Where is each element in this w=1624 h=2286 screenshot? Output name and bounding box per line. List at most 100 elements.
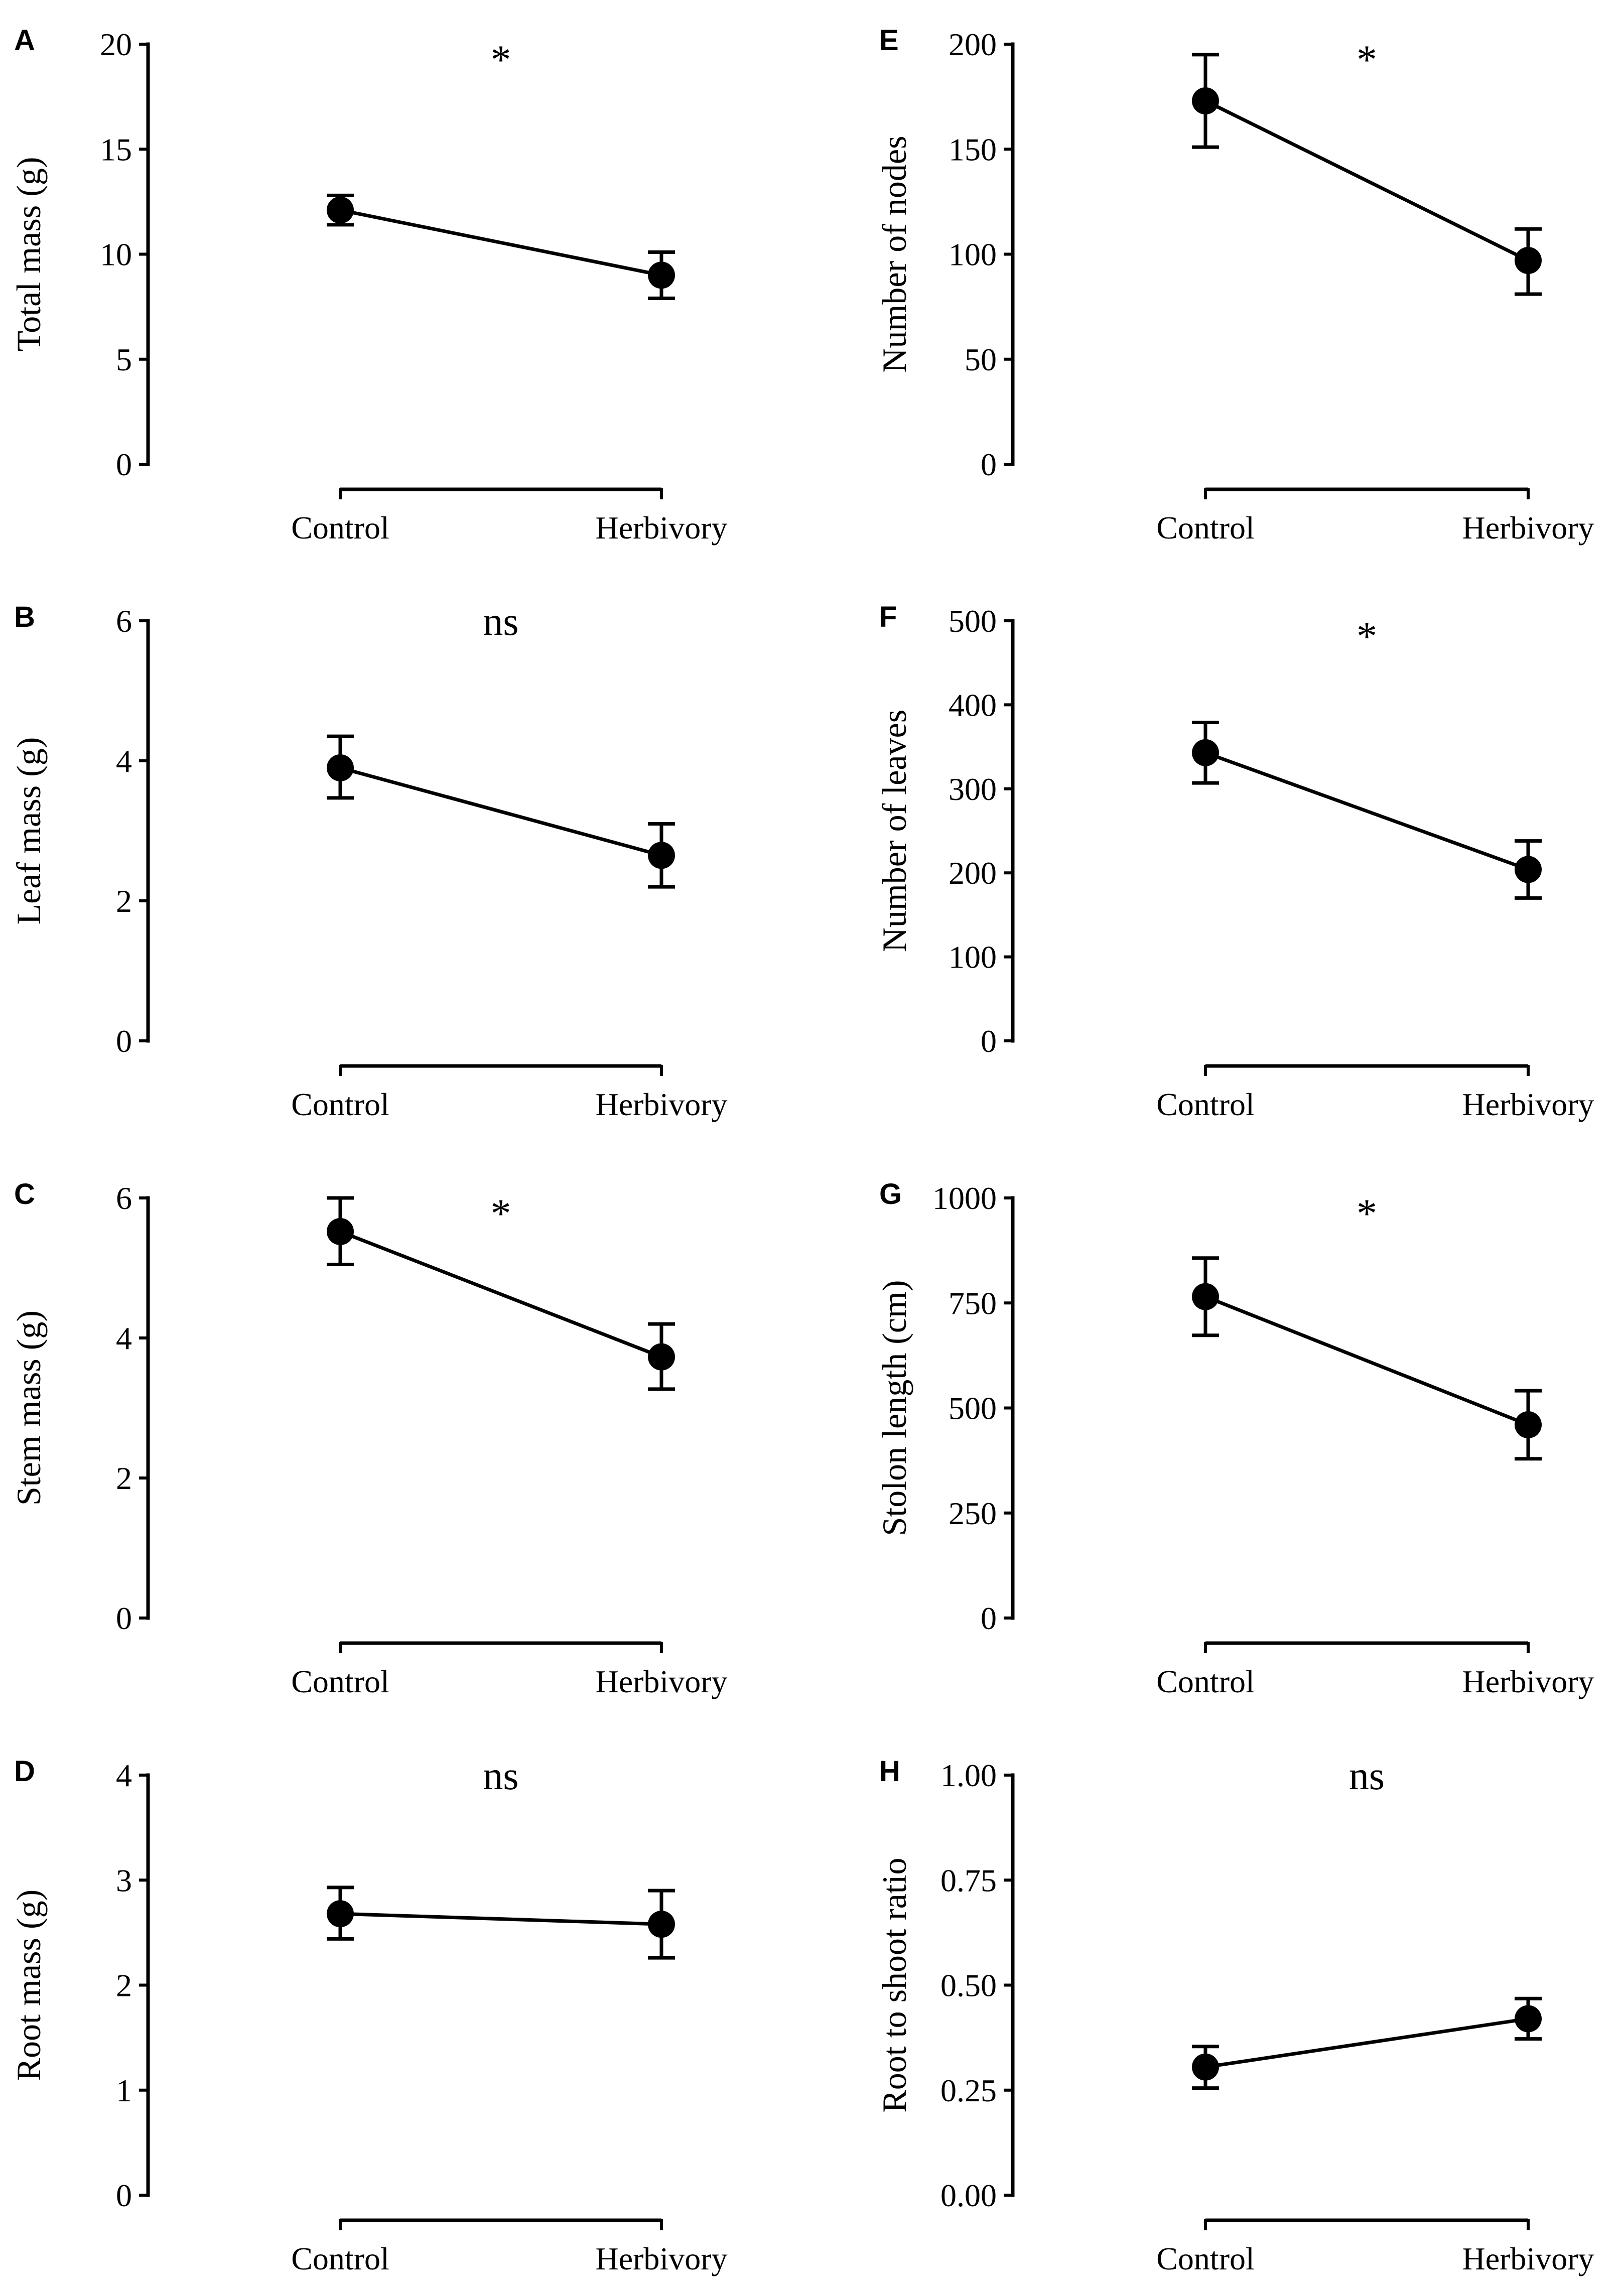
panel-letter-e: E bbox=[879, 24, 899, 57]
significance-label: ns bbox=[1349, 1754, 1385, 1798]
y-tick-label: 750 bbox=[949, 1285, 997, 1321]
panel-b: B 0 2 4 6 Leaf mass (g) Control Herbivory ns bbox=[10, 600, 728, 1122]
y-tick-label: 1 bbox=[116, 2073, 132, 2108]
y-axis-title: Number of nodes bbox=[875, 136, 913, 372]
data-point-control bbox=[1192, 1283, 1219, 1310]
y-tick-label: 50 bbox=[965, 342, 997, 377]
data-point-control bbox=[1192, 739, 1219, 766]
x-tick-label: Herbivory bbox=[1462, 1664, 1594, 1699]
data-point-control bbox=[327, 196, 354, 224]
y-tick-label: 3 bbox=[116, 1862, 132, 1898]
y-tick-label: 4 bbox=[116, 1758, 132, 1793]
panel-h: H 0.00 0.25 0.50 0.75 1.00 Root to shoot ratio… bbox=[875, 1754, 1594, 2276]
y-tick-label: 0 bbox=[116, 1023, 132, 1059]
x-tick-label: Herbivory bbox=[595, 1087, 727, 1122]
x-tick-label: Herbivory bbox=[1462, 1087, 1594, 1122]
x-tick-label: Herbivory bbox=[1462, 2241, 1594, 2276]
significance-label: ns bbox=[483, 1754, 518, 1798]
data-point-herbivory bbox=[1515, 247, 1542, 275]
panel-letter-b: B bbox=[14, 601, 35, 633]
series-line bbox=[1204, 751, 1529, 871]
series-line bbox=[339, 1230, 662, 1359]
y-tick-label: 0.00 bbox=[940, 2178, 997, 2213]
y-axis-title: Root mass (g) bbox=[10, 1890, 48, 2081]
data-point-control bbox=[327, 754, 354, 781]
y-tick-label: 2 bbox=[116, 1460, 132, 1496]
y-tick-label: 150 bbox=[949, 131, 997, 167]
panel-letter-f: F bbox=[879, 601, 897, 633]
y-axis-title: Number of leaves bbox=[875, 710, 913, 952]
y-tick-label: 6 bbox=[116, 603, 132, 639]
x-tick-label: Control bbox=[291, 1664, 389, 1699]
panel-g: G 0 250 500 750 1000 Stolon length (cm) Control… bbox=[875, 1178, 1594, 1699]
panel-letter-g: G bbox=[879, 1178, 902, 1211]
y-tick-label: 400 bbox=[949, 687, 997, 723]
y-tick-label: 100 bbox=[949, 939, 997, 975]
data-point-control bbox=[1192, 87, 1219, 114]
data-point-control bbox=[1192, 2053, 1219, 2081]
y-tick-label: 0 bbox=[116, 2178, 132, 2213]
x-tick-label: Herbivory bbox=[595, 1664, 727, 1699]
x-tick-label: Control bbox=[291, 2241, 389, 2276]
significance-label: * bbox=[1357, 37, 1377, 82]
y-axis-title: Total mass (g) bbox=[10, 157, 48, 351]
y-tick-label: 100 bbox=[949, 237, 997, 273]
panel-letter-d: D bbox=[14, 1755, 35, 1788]
data-point-herbivory bbox=[648, 1911, 675, 1938]
y-tick-label: 0 bbox=[116, 447, 132, 482]
y-tick-label: 200 bbox=[949, 855, 997, 891]
panel-letter-h: H bbox=[879, 1755, 900, 1788]
series-line bbox=[340, 208, 662, 277]
panel-f: F 0 100 200 300 400 500 Number of leaves Control… bbox=[875, 601, 1594, 1122]
y-tick-label: 0 bbox=[116, 1600, 132, 1636]
y-tick-label: 0 bbox=[981, 447, 997, 482]
y-tick-label: 2 bbox=[116, 883, 132, 919]
y-tick-label: 5 bbox=[116, 342, 132, 377]
y-tick-label: 0.50 bbox=[940, 1968, 997, 2003]
panel-letter-a: A bbox=[14, 24, 35, 57]
y-tick-label: 0.25 bbox=[940, 2073, 997, 2108]
data-point-control bbox=[327, 1900, 354, 1928]
panel-letter-c: C bbox=[14, 1178, 35, 1211]
y-tick-label: 2 bbox=[116, 1968, 132, 2003]
series-line bbox=[1204, 99, 1529, 262]
significance-label: * bbox=[1357, 1190, 1377, 1236]
panel-c: C 0 2 4 6 Stem mass (g) Control Herbivory * bbox=[10, 1178, 728, 1699]
series-line bbox=[1205, 2016, 1529, 2069]
data-point-herbivory bbox=[648, 261, 675, 289]
x-tick-label: Control bbox=[1156, 510, 1255, 546]
y-tick-label: 10 bbox=[100, 237, 132, 273]
y-tick-label: 500 bbox=[949, 603, 997, 639]
x-tick-label: Herbivory bbox=[1462, 510, 1594, 546]
y-tick-label: 6 bbox=[116, 1180, 132, 1216]
y-tick-label: 500 bbox=[949, 1391, 997, 1426]
y-tick-label: 0 bbox=[981, 1023, 997, 1059]
y-axis-title: Stem mass (g) bbox=[10, 1310, 48, 1506]
y-axis-title: Root to shoot ratio bbox=[875, 1857, 913, 2112]
y-tick-label: 4 bbox=[116, 743, 132, 779]
y-axis-title: Stolon length (cm) bbox=[875, 1280, 913, 1536]
x-tick-label: Herbivory bbox=[595, 2241, 727, 2276]
y-tick-label: 15 bbox=[100, 131, 132, 167]
data-point-herbivory bbox=[1515, 2005, 1542, 2033]
significance-label: * bbox=[491, 1190, 511, 1236]
x-tick-label: Control bbox=[291, 510, 389, 546]
y-tick-label: 200 bbox=[949, 27, 997, 62]
x-tick-label: Control bbox=[1156, 1664, 1255, 1699]
x-tick-label: Control bbox=[1156, 1087, 1255, 1122]
x-tick-label: Control bbox=[1156, 2241, 1255, 2276]
y-tick-label: 0.75 bbox=[940, 1862, 997, 1898]
data-point-herbivory bbox=[1515, 1411, 1542, 1438]
panel-e: E 0 50 100 150 200 Number of nodes Control Herbi… bbox=[875, 24, 1594, 546]
data-point-herbivory bbox=[1515, 856, 1542, 883]
y-axis-title: Leaf mass (g) bbox=[10, 737, 48, 925]
series-line bbox=[340, 766, 662, 857]
y-tick-label: 0 bbox=[981, 1600, 997, 1636]
x-tick-label: Control bbox=[291, 1087, 389, 1122]
y-tick-label: 20 bbox=[100, 27, 132, 62]
y-tick-label: 1000 bbox=[932, 1180, 997, 1216]
data-point-control bbox=[327, 1218, 354, 1245]
significance-label: * bbox=[1357, 613, 1377, 659]
y-tick-label: 4 bbox=[116, 1320, 132, 1356]
data-point-herbivory bbox=[648, 1343, 675, 1371]
